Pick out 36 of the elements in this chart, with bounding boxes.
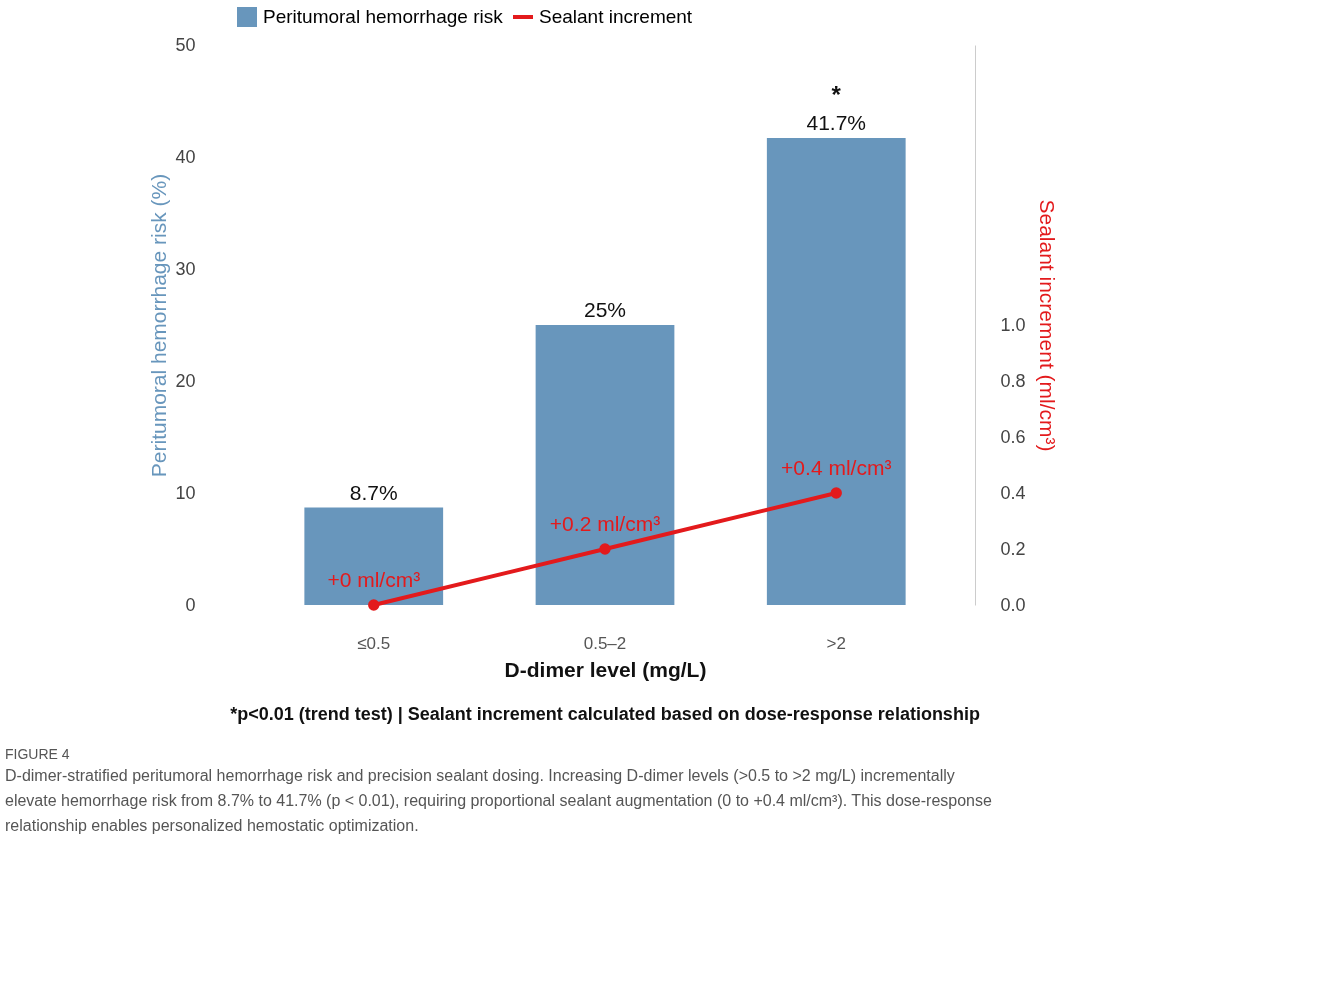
text: *p<0.01 (trend test) | Sealant increment calculated based on dose-response relationship xyxy=(230,704,980,724)
legend-label: Sealant increment xyxy=(539,6,693,27)
bar xyxy=(304,507,444,605)
legend-label: Peritumoral hemorrhage risk xyxy=(263,6,504,27)
point xyxy=(599,543,611,555)
y-axis-title: Peritumoral hemorrhage risk (%) xyxy=(147,173,171,478)
y-tick-label: 20 xyxy=(175,370,196,391)
y-tick-label: 40 xyxy=(175,146,196,167)
annotation: * xyxy=(831,80,842,108)
data-label: +0.2 ml/cm³ xyxy=(549,512,661,535)
y2-tick-label: 0.6 xyxy=(1000,426,1026,447)
data-label: 41.7% xyxy=(806,110,867,134)
y2-axis-title: Sealant increment (ml/cm³) xyxy=(1035,199,1059,452)
data-label: 8.7% xyxy=(349,480,398,504)
text: D-dimer-stratified peritumoral hemorrhage risk and precision sealant dosing. Increasing D-dimer levels (>0.5 to >2 mg/L) incrementally elevate hemorrhage risk from 8.7% to 41.7% (p < 0.01), requiring proportional sealant augmentation (0 to +0.4 ml/cm³). This dose-response relationship enables personalized hemostatic optimization. xyxy=(5,767,992,834)
x-tick-label: >2 xyxy=(826,633,846,653)
data-label: +0 ml/cm³ xyxy=(327,568,421,591)
y-tick-label: 10 xyxy=(175,482,196,503)
bar xyxy=(766,137,906,605)
x-tick-label: ≤0.5 xyxy=(357,633,391,653)
y2-tick-label: 0.4 xyxy=(1000,482,1026,503)
y-tick-label: 30 xyxy=(175,258,196,279)
x-axis-title: D-dimer level (mg/L) xyxy=(504,657,707,681)
bar xyxy=(535,325,675,605)
y-tick-label: 50 xyxy=(175,34,196,55)
point xyxy=(368,599,380,611)
x-tick-label: 0.5–2 xyxy=(583,633,627,653)
y2-tick-label: 0.2 xyxy=(1000,538,1026,559)
data-label: +0.4 ml/cm³ xyxy=(781,456,892,479)
data-label: 25% xyxy=(583,298,627,321)
y2-tick-label: 0.0 xyxy=(1000,594,1026,615)
caption: FIGURE 4 xyxy=(5,746,70,762)
y2-tick-label: 0.8 xyxy=(1000,370,1026,391)
y2-tick-label: 1.0 xyxy=(1000,314,1026,335)
y-tick-label: 0 xyxy=(185,594,196,615)
point xyxy=(830,487,842,499)
